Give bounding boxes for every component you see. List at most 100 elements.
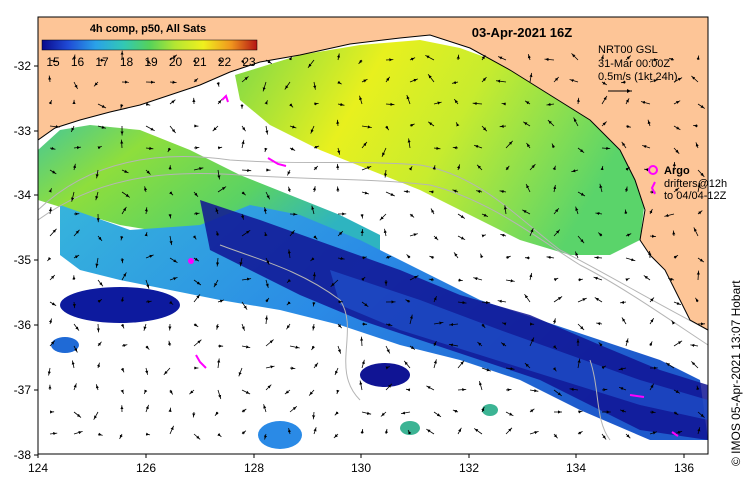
drifters-legend-line-2: to 04/04-12Z <box>664 190 727 202</box>
current-vector <box>287 428 292 435</box>
current-vector <box>697 411 705 418</box>
current-vector <box>284 81 291 90</box>
current-vector <box>691 361 699 369</box>
current-vector <box>265 297 270 303</box>
current-vector <box>168 340 172 347</box>
colorbar-tick-label: 22 <box>218 55 232 69</box>
current-vector <box>455 122 460 127</box>
current-vector <box>575 206 579 215</box>
current-vector <box>169 235 173 246</box>
current-vector <box>552 344 557 350</box>
current-vector <box>529 272 533 281</box>
current-vector <box>671 320 676 325</box>
current-vector <box>97 145 102 150</box>
y-tick-label: -36 <box>14 318 32 332</box>
current-vector <box>385 125 390 131</box>
argo-legend-label: Argo <box>664 165 690 177</box>
current-vector <box>169 80 177 84</box>
current-vector <box>284 389 291 395</box>
current-vector <box>571 169 579 173</box>
y-tick-label: -34 <box>14 188 32 202</box>
current-vector <box>625 338 629 347</box>
current-vector <box>121 272 127 281</box>
current-vector <box>265 339 274 347</box>
current-vector <box>120 139 124 149</box>
current-vector-field <box>47 50 706 440</box>
current-vector <box>553 433 558 439</box>
current-vector <box>361 78 368 83</box>
current-vector <box>73 323 80 331</box>
current-vector <box>163 367 171 376</box>
current-vector <box>48 75 52 83</box>
current-vector <box>193 167 204 171</box>
current-vector <box>49 169 57 175</box>
sst-patch-3 <box>400 421 420 435</box>
current-vector <box>239 257 243 267</box>
current-vector <box>696 55 700 61</box>
current-vector <box>241 76 249 83</box>
current-vector <box>596 322 603 326</box>
current-vector <box>480 253 484 259</box>
current-vector <box>313 165 319 171</box>
current-vector <box>649 410 656 414</box>
current-vector <box>546 102 555 107</box>
current-vector <box>481 300 491 304</box>
current-vector <box>552 367 557 372</box>
current-vector <box>505 427 513 435</box>
current-vector <box>505 279 515 283</box>
current-vector <box>527 53 531 61</box>
current-vector <box>49 59 58 63</box>
current-vector <box>96 323 100 333</box>
current-vector <box>649 317 655 325</box>
current-vector <box>457 388 467 392</box>
current-vector <box>49 301 57 306</box>
current-vector <box>288 186 292 193</box>
sst-patch-5 <box>360 363 410 387</box>
current-vector <box>473 277 483 281</box>
colorbar-tick-label: 19 <box>144 55 158 69</box>
current-vector <box>601 146 611 150</box>
current-vector <box>552 318 556 325</box>
current-vector <box>93 411 99 420</box>
current-vector <box>481 213 489 217</box>
current-vector <box>647 119 651 127</box>
current-vector <box>265 191 271 200</box>
date-label: 03-Apr-2021 16Z <box>472 25 572 40</box>
current-vector <box>334 411 339 416</box>
current-vector <box>361 359 365 369</box>
credit-label: © IMOS 05-Apr-2021 13:07 Hobart <box>729 280 743 466</box>
current-vector <box>213 279 219 288</box>
current-vector <box>499 189 507 194</box>
current-vector <box>262 81 267 92</box>
current-vector <box>625 124 632 128</box>
current-vector <box>625 55 631 61</box>
y-tick-label: -32 <box>14 59 32 73</box>
current-vector <box>452 409 459 413</box>
current-vector <box>406 94 411 105</box>
current-vector <box>217 389 222 400</box>
current-vector <box>216 81 220 87</box>
current-vector <box>313 145 320 149</box>
current-vector <box>48 99 53 105</box>
current-vector <box>48 188 52 193</box>
current-vector <box>529 163 536 171</box>
current-vector <box>409 233 418 237</box>
current-vector <box>601 95 608 105</box>
current-vector <box>525 183 531 193</box>
colorbar-tick-label: 16 <box>71 55 85 69</box>
current-vector <box>145 102 151 106</box>
current-vector <box>649 431 658 435</box>
current-vector <box>529 337 535 347</box>
current-vector <box>429 190 435 194</box>
current-vector <box>193 212 200 216</box>
current-vector <box>625 433 631 439</box>
current-vector <box>97 341 102 347</box>
current-vector <box>120 235 124 241</box>
current-vector <box>97 103 107 109</box>
current-vector <box>621 80 627 84</box>
current-vector <box>334 367 339 376</box>
current-vector <box>337 80 342 85</box>
current-vector <box>312 272 316 281</box>
current-vector <box>457 235 466 241</box>
current-vector <box>216 230 220 237</box>
